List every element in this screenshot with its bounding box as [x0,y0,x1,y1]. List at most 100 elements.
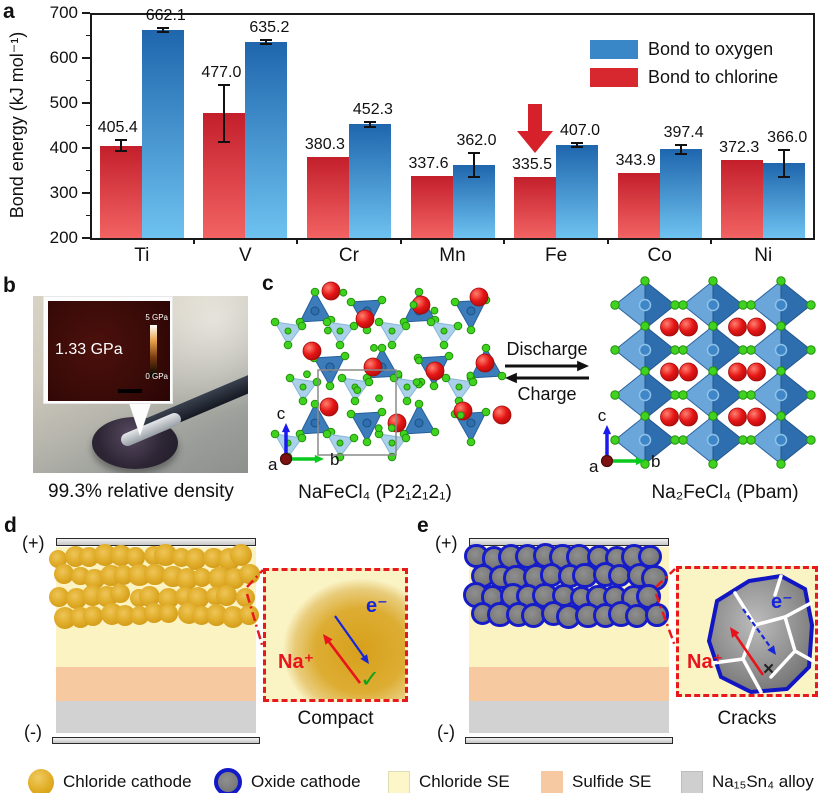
cl-atom [335,340,345,350]
cl-atom [387,340,397,350]
na-atom [302,341,322,361]
fe-atom [638,433,652,447]
annotation-arrow-shaft [528,104,543,132]
na-atom [660,362,679,382]
chloride-cathode-particle [48,550,67,569]
cl-atom [297,433,307,443]
cl-atom [401,433,411,443]
chart-legend-label: Bond to chlorine [648,67,779,87]
y-tick-label: 700 [49,3,78,22]
y-major-tick [82,147,90,149]
panel-d-label: d [4,514,17,537]
value-label: 337.6 [408,155,449,173]
colorbar-min: 0 GPa [145,372,168,381]
x-category-label: Cr [338,245,359,266]
x-category-label: Mn [439,245,466,266]
cl-atom [746,390,756,400]
na-atom [425,361,445,381]
bar [410,176,453,238]
sulfide-se-swatch [541,770,563,793]
cl-atom [283,340,293,350]
bottom-electrode-e [465,737,673,744]
afm-image: 1.33 GPa 5 GPa 0 GPa [48,301,170,401]
a-axis-label: a [589,457,599,476]
electron-label-e: e⁻ [771,591,793,613]
positive-terminal-d: (+) [22,533,45,553]
plot-frame [90,13,815,240]
value-label: 366.0 [767,128,808,146]
y-major-tick [82,12,90,14]
cl-atom [481,343,491,353]
value-label: 452.3 [352,101,393,119]
callout-pointer [128,400,152,436]
cl-atom [298,396,308,406]
error-cap [218,84,231,86]
value-label: 343.9 [615,152,656,170]
cl-atom [377,407,387,417]
cl-atom [337,373,347,383]
error-bar [472,152,475,178]
cl-atom [350,396,360,406]
a-axis-origin [600,454,614,468]
negative-terminal-e: (-) [437,722,455,742]
cl-atom [708,321,718,331]
chloride-cathode-particle [157,587,179,609]
value-label: 635.2 [249,19,290,37]
chloride-cathode-particle [84,568,105,589]
cl-atom [270,317,280,327]
bar [514,177,557,238]
bar [141,30,184,238]
cl-atom [375,394,383,403]
ion-electron-arrows-d [323,615,369,684]
cl-atom [806,345,816,355]
error-cap [363,125,376,128]
y-minor-tick [86,214,90,217]
cl-atom [455,383,463,391]
x-tick [503,238,506,244]
cl-atom [466,325,476,335]
cl-atom [323,326,332,335]
fe-atom [774,433,788,447]
cl-atom [678,390,688,400]
chloride-cathode-particle [48,586,70,608]
arrow-head [314,454,324,464]
y-major-tick [82,102,90,104]
error-cap [674,152,687,155]
cl-atom [776,366,786,376]
arrow-head [281,423,291,433]
cl-atom [377,295,387,305]
cl-atom [414,287,424,297]
electron-label-d: e⁻ [366,595,388,617]
x-category-label: Ni [754,245,773,266]
arrow-head [635,456,645,466]
alloy-layer-e [469,701,669,733]
modulus-inset: 1.33 GPa 5 GPa 0 GPa [43,296,173,404]
cl-atom [776,411,786,421]
cl-atom [429,381,439,391]
cl-atom [678,345,688,355]
cl-atom [610,390,620,400]
fe-atom [325,362,335,372]
value-label: 380.3 [304,135,345,153]
x-category-label: Ti [134,245,150,266]
cl-atom [299,383,307,391]
fe-atom [466,306,476,316]
arrow-head [360,654,369,664]
na-atom [728,407,747,427]
cl-atom [394,370,403,379]
cl-atom [325,381,335,391]
chloride-se-swatch [388,770,410,793]
error-bar [679,144,682,154]
chloride-cathode-particle [110,583,130,604]
cl-atom [776,459,786,469]
cl-atom [670,345,680,355]
compact-inset: Na⁺ e⁻ ✓ [263,568,408,702]
cl-atom [430,306,439,315]
na-atom [660,317,679,337]
cl-atom [670,390,680,400]
cl-atom [403,383,411,391]
cl-atom [297,321,307,331]
chloride-cathode-particle [154,544,177,567]
cl-atom [466,437,476,447]
value-label: 405.4 [97,119,138,137]
